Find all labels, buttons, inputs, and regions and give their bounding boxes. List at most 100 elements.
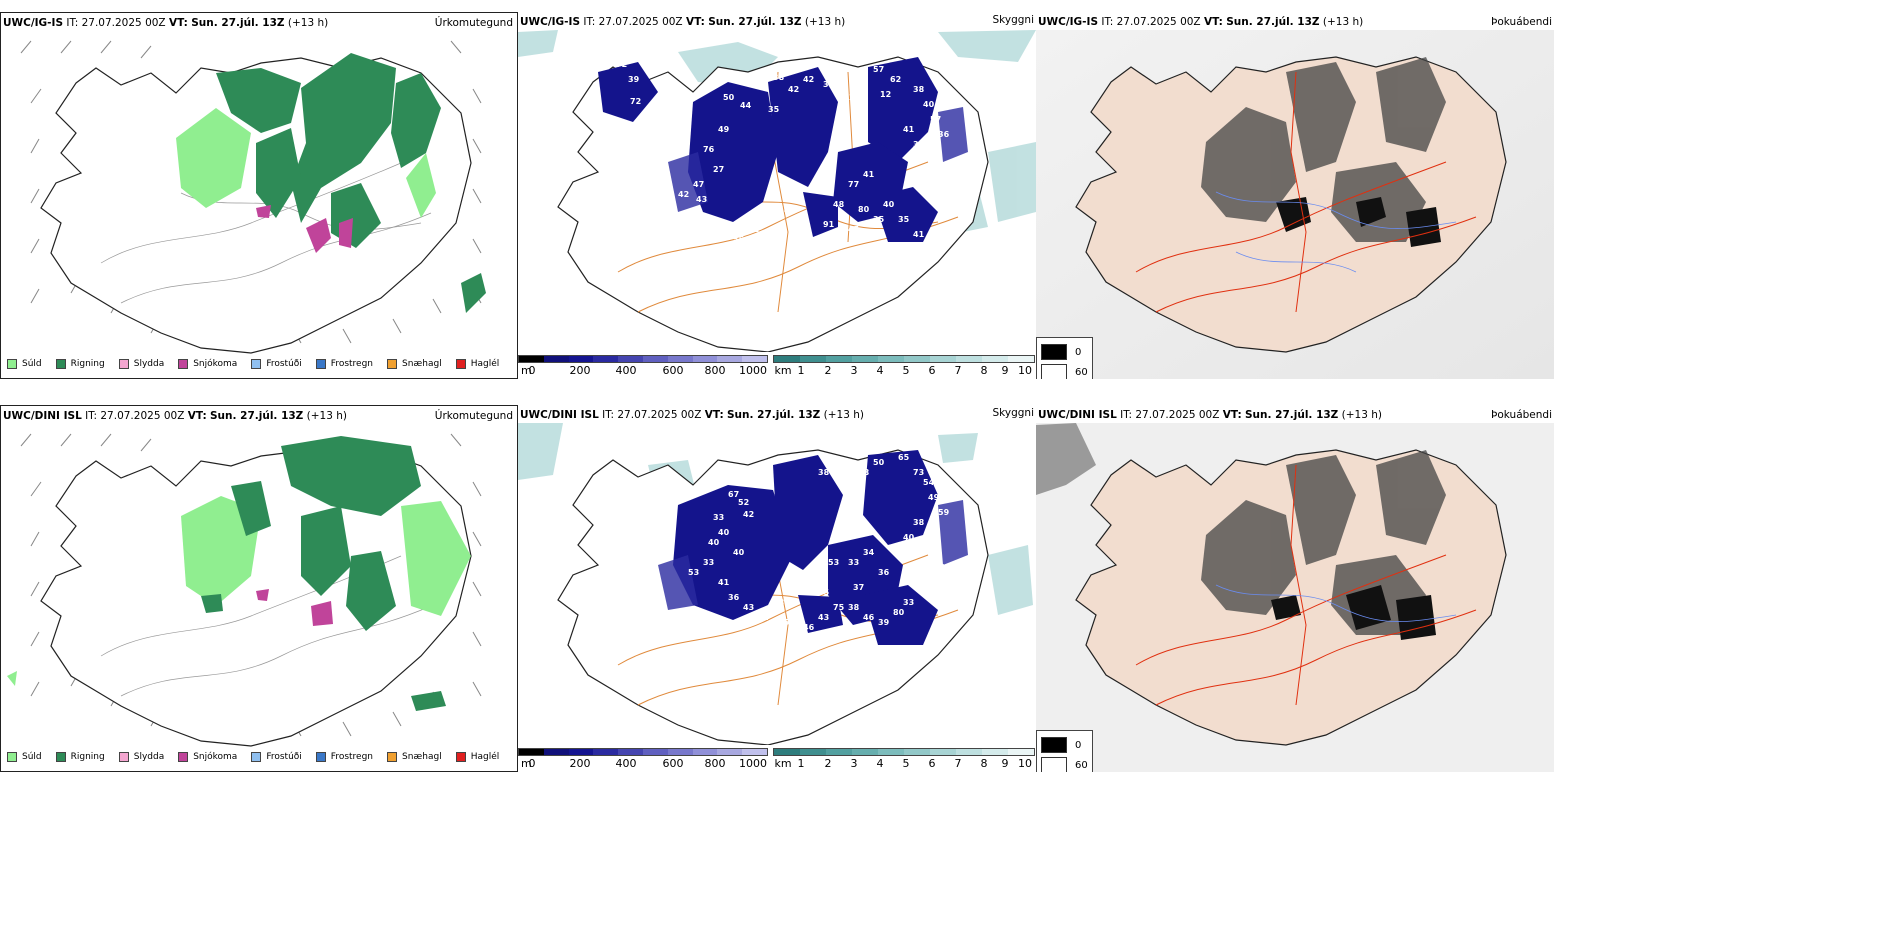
- tick-label: 7: [954, 364, 962, 377]
- visibility-value-label: 41: [913, 230, 925, 239]
- fog-legend-row: 0: [1041, 342, 1088, 362]
- visibility-value-label: 38: [948, 160, 960, 169]
- visibility-value-label: 33: [713, 513, 724, 522]
- precip-legend: Súld Rigning Slydda Snjókoma Frostúði Fr…: [7, 359, 513, 369]
- visibility-value-label: 41: [903, 125, 915, 134]
- visibility-value-label: 55: [778, 205, 790, 214]
- visibility-value-label: 43: [696, 195, 707, 204]
- tick-label: 4: [876, 757, 884, 770]
- visibility-km-colorbar: km 1 2 3 4 5 6 7 8 9 10: [773, 355, 1035, 377]
- visibility-value-label: 33: [703, 558, 714, 567]
- tick-label: 10: [1018, 757, 1032, 770]
- visibility-value-label: 42: [838, 478, 849, 487]
- visibility-m-colorbar: m 0 200 400 600 800 1000: [518, 355, 768, 377]
- visibility-value-label: 62: [890, 75, 901, 84]
- visibility-value-label: 42: [788, 85, 799, 94]
- visibility-value-label: 73: [913, 468, 924, 477]
- visibility-value-label: 40: [708, 538, 720, 547]
- legend-item-rigning: Rigning: [55, 359, 105, 369]
- visibility-value-label: 33: [903, 598, 914, 607]
- visibility-value-label: 43: [743, 603, 754, 612]
- legend-item-frostregn: Frostregn: [315, 359, 373, 369]
- legend-item-sulld: Súld: [7, 752, 42, 762]
- visibility-value-label: 38: [818, 468, 830, 477]
- visibility-m-colorbar: m 0 200 400 600 800 1000: [518, 748, 768, 770]
- panel-header: UWC/IG-IS IT: 27.07.2025 00Z VT: Sun. 27…: [520, 16, 846, 28]
- visibility-value-label: 72: [630, 97, 641, 106]
- tick-label: 8: [980, 364, 988, 377]
- visibility-value-label: 42: [678, 190, 689, 199]
- tick-label: 2: [824, 757, 832, 770]
- visibility-value-label: 35: [768, 105, 780, 114]
- visibility-value-label: 43: [818, 235, 829, 244]
- visibility-value-label: 42: [743, 510, 754, 519]
- visibility-value-label: 34: [863, 548, 875, 557]
- visibility-value-label: 44: [740, 101, 752, 110]
- visibility-value-label: 40: [883, 200, 895, 209]
- tick-label: 3: [850, 364, 858, 377]
- visibility-value-label: 42: [803, 75, 814, 84]
- fog-legend-row: 0: [1041, 735, 1088, 755]
- fog-legend-row: 60: [1041, 755, 1088, 772]
- visibility-value-label: 36: [938, 130, 950, 139]
- panel-title: Skyggni: [992, 407, 1035, 419]
- panel-header: UWC/DINI ISL IT: 27.07.2025 00Z VT: Sun.…: [3, 410, 348, 422]
- visibility-value-label: 47: [693, 180, 704, 189]
- visibility-value-label: 36: [728, 593, 740, 602]
- visibility-value-label: 41: [718, 578, 730, 587]
- legend-item-haglel: Haglél: [455, 752, 499, 762]
- legend-item-haglel: Haglél: [455, 359, 499, 369]
- tick-label: 5: [902, 757, 910, 770]
- visibility-value-label: 52: [738, 498, 749, 507]
- fog-legend: 0 60: [1036, 337, 1093, 379]
- precip-type-map: [7, 433, 482, 747]
- visibility-value-label: 40: [718, 528, 730, 537]
- legend-item-snaehagl: Snæhagl: [387, 752, 442, 762]
- visibility-value-label: 93: [713, 230, 724, 239]
- visibility-m-unit: m: [521, 364, 532, 377]
- visibility-m-colorbar-strip: [518, 355, 768, 363]
- visibility-value-label: 12: [880, 90, 891, 99]
- visibility-value-label: 38: [773, 598, 785, 607]
- visibility-value-label: 41: [863, 170, 875, 179]
- visibility-value-label: 49: [718, 125, 730, 134]
- visibility-km-colorbar: km 1 2 3 4 5 6 7 8 9 10: [773, 748, 1035, 770]
- fog-legend: 0 60: [1036, 730, 1093, 772]
- visibility-km-unit: km: [774, 364, 792, 377]
- tick-label: 6: [928, 364, 936, 377]
- visibility-value-label: 49: [928, 493, 940, 502]
- visibility-value-label: 54: [923, 478, 935, 487]
- visibility-panel-top: UWC/IG-IS IT: 27.07.2025 00Z VT: Sun. 27…: [518, 12, 1036, 379]
- panel-header: UWC/IG-IS IT: 27.07.2025 00Z VT: Sun. 27…: [1038, 16, 1364, 28]
- visibility-value-label: 53: [688, 568, 699, 577]
- tick-label: 200: [569, 364, 591, 377]
- tick-label: 1000: [739, 757, 767, 770]
- legend-item-snjokoma: Snjókoma: [178, 752, 237, 762]
- visibility-km-unit: km: [774, 757, 792, 770]
- visibility-value-label: 73: [768, 708, 779, 717]
- visibility-value-label: 33: [848, 558, 859, 567]
- panel-header: UWC/DINI ISL IT: 27.07.2025 00Z VT: Sun.…: [520, 409, 865, 421]
- visibility-value-label: 80: [893, 608, 905, 617]
- visibility-value-label: 46: [863, 613, 875, 622]
- visibility-value-label: 72: [616, 60, 627, 69]
- tick-label: 200: [569, 757, 591, 770]
- legend-item-slydda: Slydda: [118, 752, 164, 762]
- precip-type-panel-top: UWC/IG-IS IT: 27.07.2025 00Z VT: Sun. 27…: [0, 12, 518, 379]
- visibility-value-label: 31: [823, 80, 835, 89]
- visibility-value-label: 46: [803, 623, 815, 632]
- panel-header: UWC/IG-IS IT: 27.07.2025 00Z VT: Sun. 27…: [3, 17, 329, 29]
- panel-title: Þokuábendi: [1491, 409, 1552, 421]
- tick-label: 1000: [739, 364, 767, 377]
- visibility-value-label: 45: [848, 225, 860, 234]
- visibility-value-label: 42: [748, 225, 759, 234]
- visibility-value-label: 50: [873, 458, 885, 467]
- precip-type-panel-bottom: UWC/DINI ISL IT: 27.07.2025 00Z VT: Sun.…: [0, 405, 518, 772]
- legend-item-snaehagl: Snæhagl: [387, 359, 442, 369]
- tick-label: 7: [954, 757, 962, 770]
- visibility-value-label: 47: [680, 210, 691, 219]
- tick-label: 1: [797, 757, 805, 770]
- visibility-value-label: 35: [818, 588, 830, 597]
- visibility-value-label: 39: [628, 75, 640, 84]
